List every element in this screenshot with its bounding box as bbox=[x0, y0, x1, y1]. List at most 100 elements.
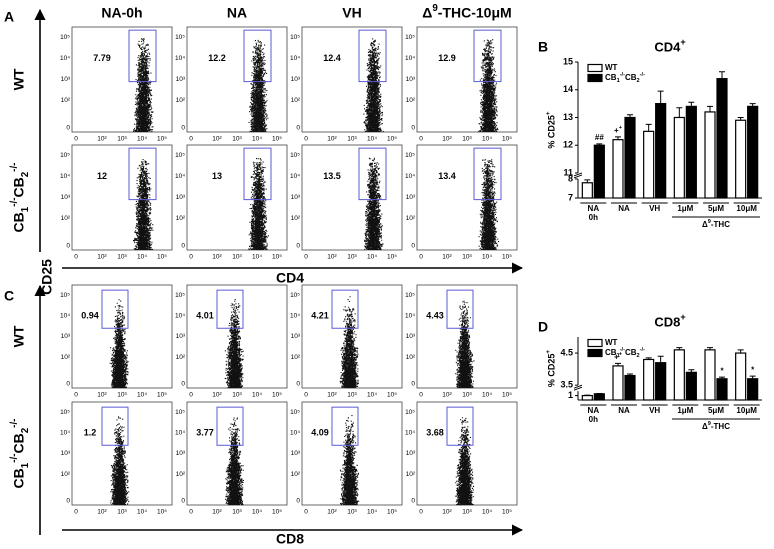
x-tick-label: 1μM bbox=[677, 204, 693, 213]
x-tick-label: 10⁵ bbox=[157, 254, 167, 261]
row-label: WT bbox=[11, 68, 27, 90]
x-tick-label: 10² bbox=[327, 392, 337, 399]
gate-percent: 12.9 bbox=[438, 53, 456, 63]
column-header: NA bbox=[227, 5, 247, 21]
x-tick-label: 10³ bbox=[117, 136, 127, 143]
x-tick-label: NA bbox=[618, 406, 630, 415]
chart-title: CD4+ bbox=[654, 37, 685, 54]
bar bbox=[716, 378, 728, 401]
plot-frame bbox=[301, 26, 403, 133]
x-tick-label: 0 bbox=[74, 509, 78, 516]
x-tick-label: 10⁵ bbox=[157, 392, 167, 399]
x-tick-label: 5μM bbox=[708, 204, 724, 213]
y-tick-label: 10³ bbox=[406, 76, 416, 83]
y-tick-label: 10² bbox=[176, 215, 186, 222]
error-bar bbox=[749, 103, 756, 107]
y-tick-label: 0 bbox=[66, 243, 70, 250]
y-tick-label: 10⁴ bbox=[60, 430, 70, 437]
y-tick-label: 14 bbox=[563, 84, 573, 94]
error-bar bbox=[596, 143, 603, 146]
x-tick-label: 10⁵ bbox=[387, 509, 397, 516]
plot-frame bbox=[416, 144, 518, 251]
y-tick-label: 10³ bbox=[291, 333, 301, 340]
bar bbox=[593, 393, 605, 401]
bar bbox=[612, 365, 624, 401]
event-dots bbox=[364, 157, 384, 250]
y-tick-label: 10² bbox=[176, 354, 186, 361]
y-tick-label: 0 bbox=[181, 498, 185, 505]
legend-label: CB1-/-CB2-/- bbox=[605, 72, 645, 84]
y-tick-label: 10⁵ bbox=[175, 292, 185, 299]
y-tick-label: 15 bbox=[563, 56, 573, 66]
bar bbox=[704, 111, 716, 199]
x-tick-label: 0 bbox=[189, 509, 193, 516]
gate bbox=[216, 406, 244, 446]
event-dots bbox=[455, 417, 475, 506]
x-tick-label: 10⁵ bbox=[502, 392, 512, 399]
gate bbox=[216, 289, 244, 329]
event-dots bbox=[110, 416, 130, 506]
x-tick-label: 0 bbox=[304, 509, 308, 516]
x-tick-label: 10⁴ bbox=[252, 509, 262, 516]
gate-percent: 12.2 bbox=[208, 53, 226, 63]
script-text: 9 bbox=[432, 3, 438, 14]
error-bar bbox=[584, 179, 591, 183]
x-tick-label: 10³ bbox=[462, 509, 472, 516]
event-dots bbox=[224, 299, 244, 389]
x-tick-label: 0 bbox=[74, 392, 78, 399]
y-tick-label: 10² bbox=[176, 471, 186, 478]
x-tick-label: NA bbox=[588, 406, 600, 415]
x-tick-label: 10³ bbox=[232, 254, 242, 261]
x-tick-label: 10³ bbox=[347, 509, 357, 516]
y-tick-label: 12 bbox=[563, 140, 573, 150]
y-tick-label: 0 bbox=[411, 498, 415, 505]
plot-frame bbox=[71, 26, 173, 133]
error-bar bbox=[615, 362, 621, 366]
bar bbox=[735, 119, 747, 199]
y-tick-label: 0 bbox=[411, 381, 415, 388]
y-tick-label: 10³ bbox=[61, 194, 71, 201]
x-tick-label: 10⁴ bbox=[137, 254, 147, 261]
gate bbox=[331, 406, 359, 446]
x-tick-label: 10² bbox=[327, 254, 337, 261]
legend-label: WT bbox=[605, 63, 618, 72]
script-text: 2 bbox=[20, 171, 31, 177]
bar bbox=[655, 362, 667, 401]
y-tick-label: 10⁴ bbox=[175, 313, 185, 320]
x-tick-label: 10² bbox=[442, 136, 452, 143]
bar bbox=[716, 78, 728, 199]
gate bbox=[243, 29, 272, 83]
y-tick-label: 10³ bbox=[61, 333, 71, 340]
y-tick-label: 13 bbox=[563, 112, 573, 122]
annotation: * bbox=[751, 365, 755, 374]
x-tick-label: 10⁵ bbox=[157, 509, 167, 516]
script-text: -/- bbox=[9, 419, 20, 428]
event-dots bbox=[248, 158, 269, 250]
script-text: + bbox=[680, 37, 685, 47]
y-axis-label: % CD25+ bbox=[545, 350, 556, 388]
script-text: 2 bbox=[637, 78, 640, 84]
y-tick-label: 1 bbox=[568, 390, 573, 400]
script-text: 9 bbox=[708, 421, 711, 427]
bar bbox=[581, 182, 593, 199]
legend-label: WT bbox=[605, 338, 618, 347]
error-bar bbox=[676, 107, 683, 118]
y-tick-label: 10⁴ bbox=[290, 173, 300, 180]
x-tick-sublabel: 0h bbox=[589, 213, 598, 222]
x-tick-label: VH bbox=[649, 204, 660, 213]
script-text: + bbox=[619, 352, 623, 358]
event-dots bbox=[248, 39, 269, 132]
panel-letter: C bbox=[4, 288, 14, 304]
error-bar bbox=[688, 369, 695, 373]
gate-percent: 12 bbox=[97, 171, 107, 181]
script-text: -/- bbox=[640, 347, 645, 353]
error-bar bbox=[688, 101, 695, 107]
y-tick-label: 10³ bbox=[176, 333, 186, 340]
bar bbox=[655, 103, 667, 199]
x-tick-label: 0 bbox=[419, 392, 423, 399]
y-tick-label: 10² bbox=[406, 471, 416, 478]
gate-percent: 13.5 bbox=[323, 171, 341, 181]
axis-break bbox=[573, 384, 583, 389]
x-tick-label: 10² bbox=[442, 509, 452, 516]
bar bbox=[735, 352, 747, 401]
